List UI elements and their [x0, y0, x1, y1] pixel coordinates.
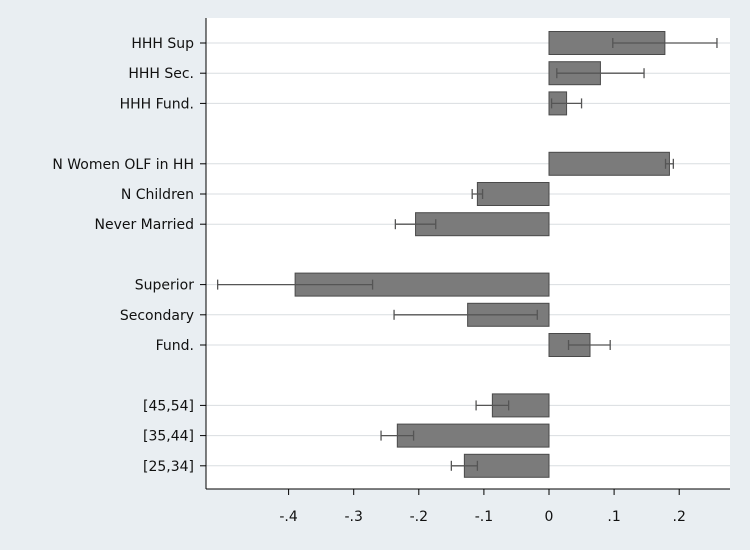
y-tick-label: Never Married — [94, 217, 194, 233]
plot-area — [206, 18, 730, 489]
y-tick-label: Secondary — [120, 308, 194, 324]
bar — [476, 182, 550, 206]
y-tick-label: [25,34] — [143, 459, 194, 475]
x-tick-label: -.4 — [279, 509, 298, 525]
y-tick-label: N Children — [121, 187, 194, 203]
y-tick-label: HHH Sup — [131, 36, 194, 52]
y-tick-label: HHH Sec. — [128, 66, 194, 82]
y-tick-label: Superior — [135, 278, 194, 294]
x-tick-label: -.2 — [410, 509, 428, 525]
y-tick-label: N Women OLF in HH — [52, 157, 194, 173]
x-tick-label: -.1 — [475, 509, 493, 525]
x-tick-label: .2 — [673, 509, 686, 525]
x-tick-label: -.3 — [344, 509, 362, 525]
y-tick-label: [35,44] — [143, 429, 194, 445]
bar — [548, 151, 670, 176]
y-tick-label: HHH Fund. — [120, 96, 194, 112]
y-tick-label: Fund. — [156, 338, 194, 354]
bar — [396, 423, 550, 448]
x-tick-label: 0 — [545, 509, 554, 525]
x-tick-label: .1 — [607, 509, 620, 525]
y-tick-label: [45,54] — [143, 398, 194, 414]
